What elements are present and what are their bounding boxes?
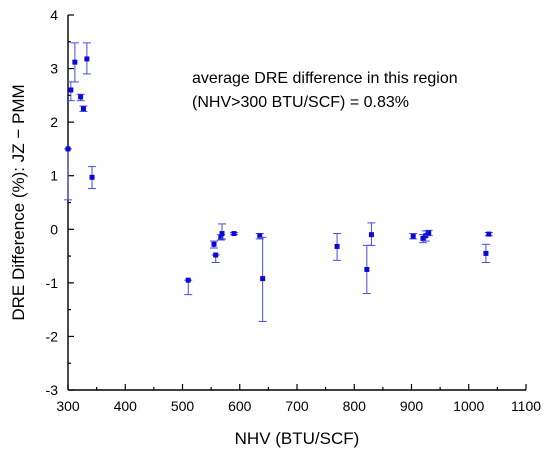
data-point (213, 252, 219, 258)
data-point (410, 233, 416, 239)
annotation-line-2: (NHV>300 BTU/SCF) = 0.83% (192, 94, 409, 111)
data-point (364, 266, 370, 272)
data-point (483, 250, 489, 256)
y-tick-label: 4 (50, 7, 58, 23)
data-point (211, 241, 217, 247)
y-tick-label: 1 (50, 168, 58, 184)
y-tick-label: 2 (50, 114, 58, 130)
data-point (334, 243, 340, 249)
y-tick-label: 3 (50, 61, 58, 77)
data-point (231, 231, 237, 237)
data-point (486, 231, 492, 237)
x-tick-label: 800 (343, 398, 367, 414)
data-point (84, 56, 90, 62)
data-point (185, 277, 191, 283)
y-tick-label: -1 (46, 275, 59, 291)
x-axis-title: NHV (BTU/SCF) (235, 429, 360, 448)
x-tick-label: 900 (400, 398, 424, 414)
y-axis-title: DRE Difference (%): JZ − PMM (9, 84, 28, 320)
x-tick-label: 1000 (453, 398, 484, 414)
data-point (218, 234, 224, 240)
y-tick-label: -3 (46, 382, 59, 398)
data-point (368, 232, 374, 238)
data-point (80, 106, 86, 112)
y-tick-label: 0 (50, 221, 58, 237)
data-point (68, 87, 74, 93)
data-point (72, 59, 78, 65)
x-tick-label: 1100 (511, 398, 541, 414)
x-tick-label: 600 (228, 398, 252, 414)
data-point (257, 233, 263, 239)
y-tick-label: -2 (46, 328, 59, 344)
x-tick-label: 300 (56, 398, 80, 414)
data-point (219, 231, 225, 237)
x-tick-label: 500 (171, 398, 195, 414)
data-point (65, 146, 71, 152)
data-point (260, 276, 266, 282)
data-point (89, 174, 95, 180)
x-tick-label: 700 (285, 398, 309, 414)
x-tick-label: 400 (114, 398, 138, 414)
annotation-line-1: average DRE difference in this region (192, 70, 458, 87)
data-point (420, 235, 426, 241)
data-point (78, 94, 84, 100)
data-point (426, 230, 432, 236)
